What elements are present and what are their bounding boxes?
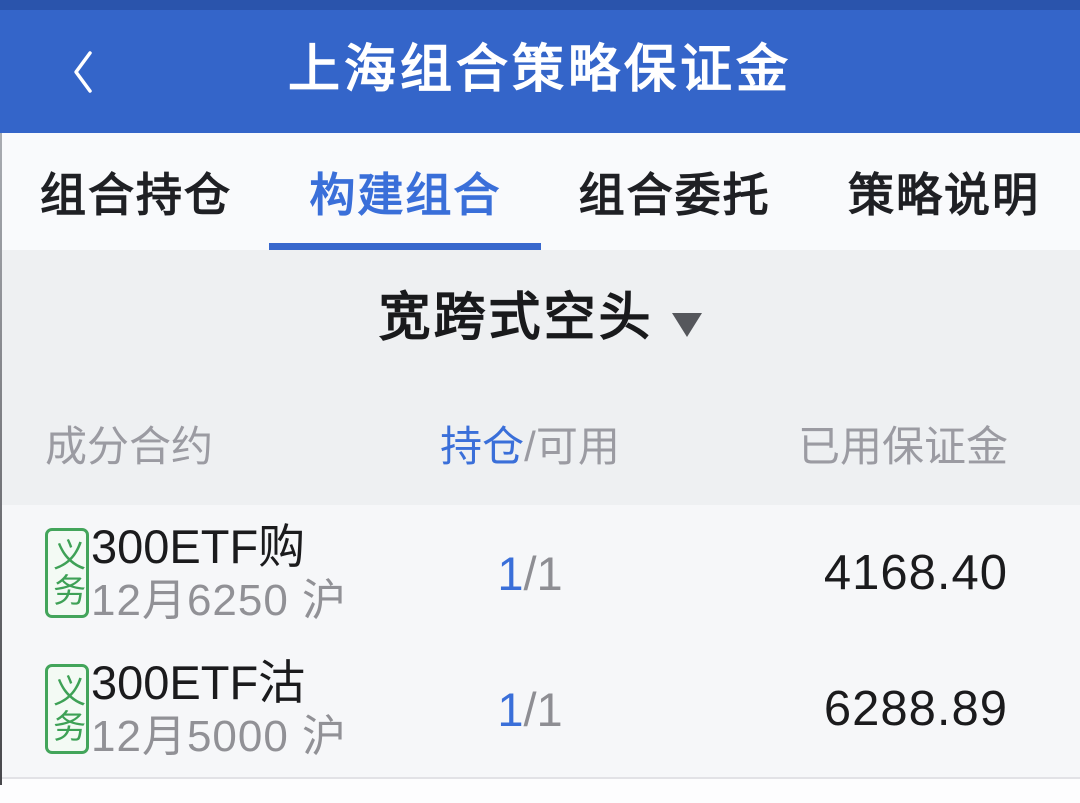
available-value: /1	[523, 546, 563, 600]
tab-bar: 组合持仓 构建组合 组合委托 策略说明	[0, 133, 1080, 250]
tab-label: 组合委托	[578, 168, 771, 221]
column-header-contract: 成分合约	[45, 423, 214, 471]
tab-label: 组合持仓	[40, 168, 232, 221]
strategy-label: 宽跨式空头	[378, 289, 654, 347]
tab-strategy-description[interactable]: 策略说明	[848, 133, 1040, 250]
column-header-position-available: 持仓/可用	[405, 413, 655, 474]
position-list: 义务 300ETF购 12月6250 沪 1/1 4168.40 义务 300E…	[0, 505, 1080, 779]
back-button[interactable]	[48, 10, 118, 133]
contract-cell: 义务 300ETF沽 12月5000 沪	[45, 655, 405, 763]
footer-spacer	[0, 779, 1080, 802]
tab-label: 构建组合	[309, 168, 502, 221]
triangle-down-icon	[671, 312, 702, 337]
chevron-left-icon	[74, 50, 92, 93]
tab-portfolio-positions[interactable]: 组合持仓	[40, 133, 232, 250]
strategy-section: 宽跨式空头 成分合约 持仓/可用 已用保证金	[0, 250, 1080, 505]
left-edge-line	[0, 133, 2, 785]
strategy-selector[interactable]: 宽跨式空头	[0, 250, 1080, 347]
column-header-position: 持仓	[440, 423, 525, 471]
column-header-available: /可用	[524, 423, 620, 471]
table-header: 成分合约 持仓/可用 已用保证金	[0, 413, 1080, 470]
tab-active-underline	[269, 243, 542, 250]
contract-subtitle: 12月6250 沪	[91, 576, 348, 625]
contract-subtitle: 12月5000 沪	[91, 712, 348, 761]
contract-title: 300ETF购	[91, 520, 306, 573]
column-header-margin: 已用保证金	[797, 423, 1008, 471]
used-margin-value: 4168.40	[823, 546, 1008, 600]
contract-title: 300ETF沽	[91, 656, 306, 709]
obligation-badge: 义务	[45, 528, 89, 618]
position-value: 1	[497, 546, 524, 600]
obligation-badge: 义务	[45, 664, 89, 754]
position-value: 1	[497, 682, 524, 736]
available-value: /1	[523, 682, 563, 736]
tab-build-combination[interactable]: 构建组合	[269, 133, 542, 250]
used-margin-value: 6288.89	[823, 682, 1008, 736]
page-title: 上海组合策略保证金	[287, 40, 792, 99]
position-available-cell: 1/1	[405, 546, 655, 601]
tab-label: 策略说明	[847, 168, 1040, 221]
contract-cell: 义务 300ETF购 12月6250 沪	[45, 519, 405, 627]
app-bar: 上海组合策略保证金	[0, 10, 1080, 133]
position-available-cell: 1/1	[405, 682, 655, 737]
status-strip	[0, 0, 1080, 10]
tab-combination-orders[interactable]: 组合委托	[579, 133, 771, 250]
table-row[interactable]: 义务 300ETF沽 12月5000 沪 1/1 6288.89	[0, 641, 1080, 777]
table-row[interactable]: 义务 300ETF购 12月6250 沪 1/1 4168.40	[0, 505, 1080, 641]
